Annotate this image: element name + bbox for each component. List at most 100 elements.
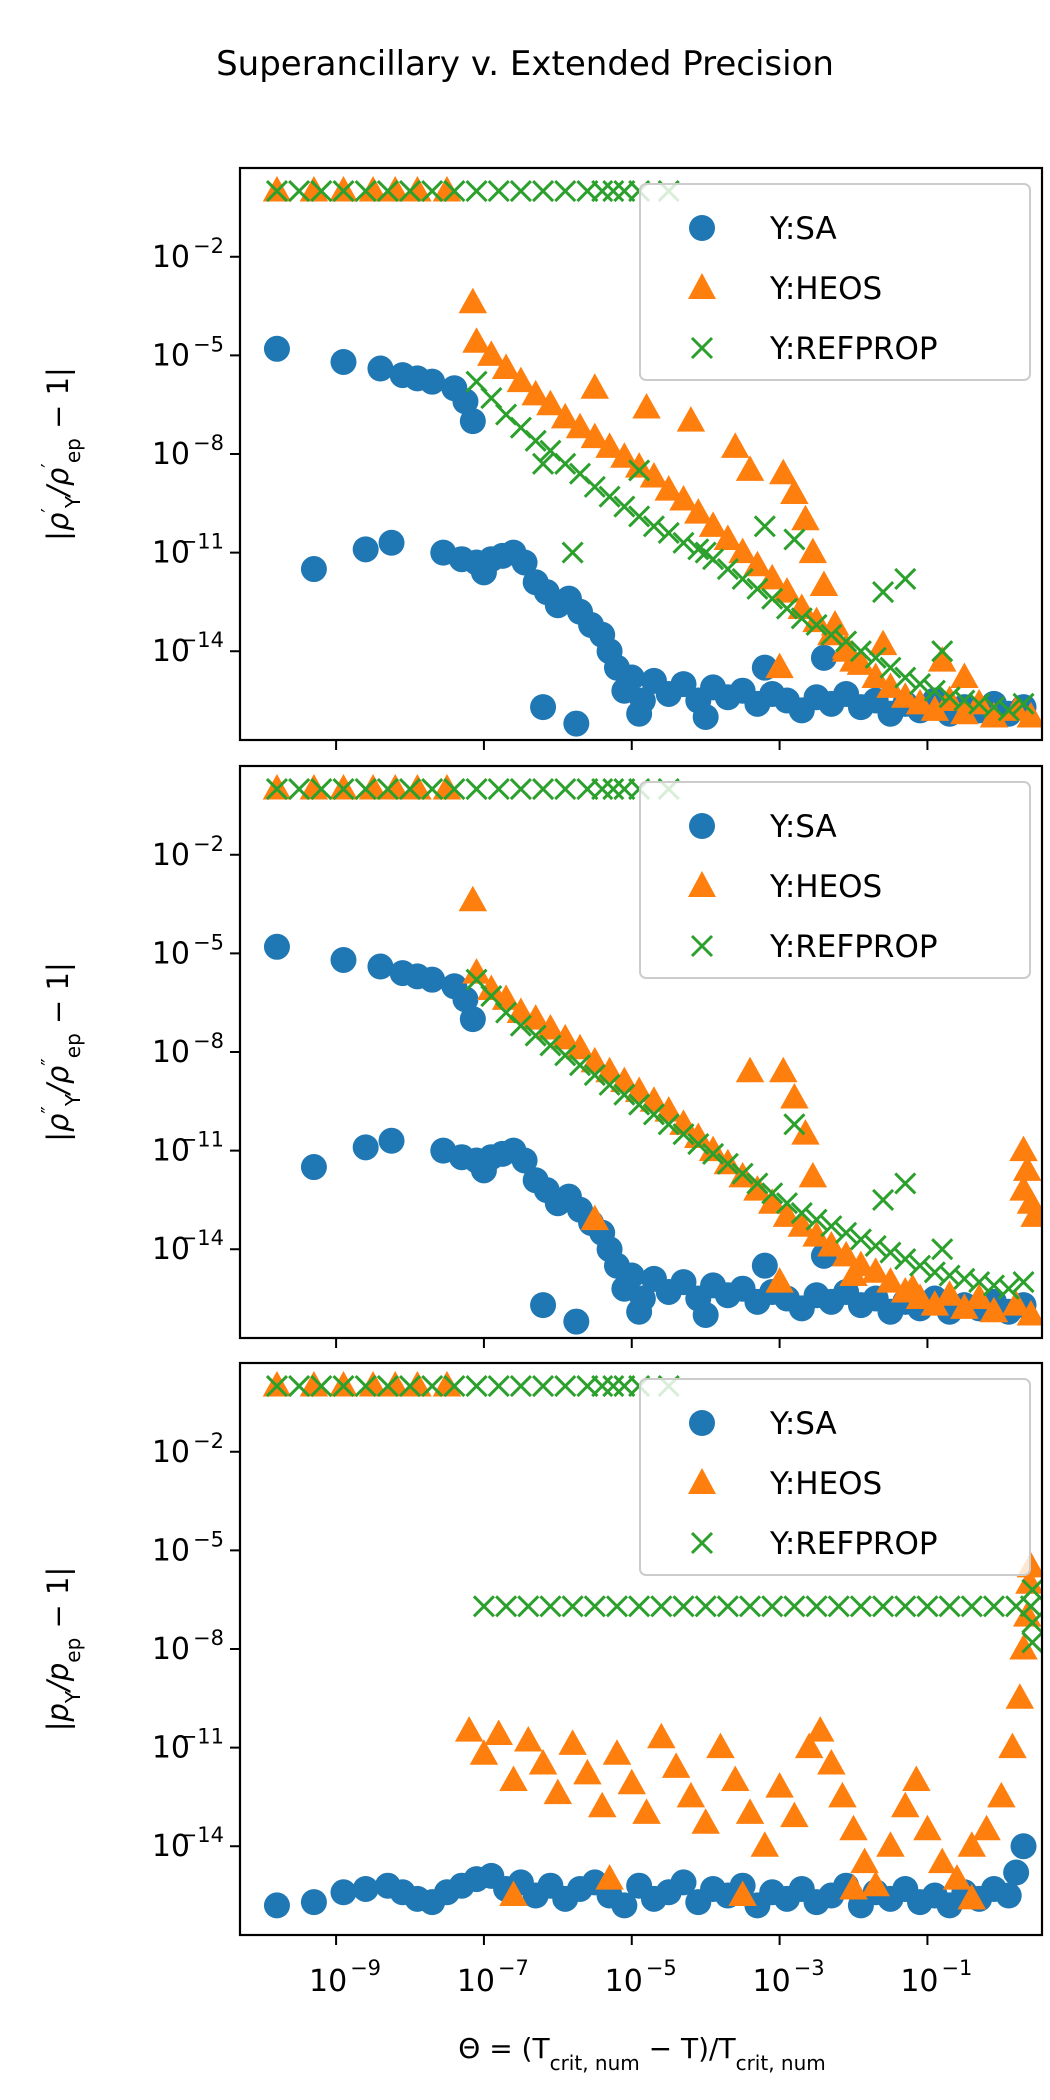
data-point-refprop xyxy=(894,567,917,590)
data-point-heos xyxy=(876,1267,905,1293)
data-point-heos xyxy=(950,662,979,689)
data-point-heos xyxy=(432,176,462,202)
y-tick-exponent: −5 xyxy=(193,332,224,356)
data-point-sa xyxy=(378,1127,405,1154)
legend-label-sa: Y:SA xyxy=(769,809,837,845)
data-point-refprop xyxy=(746,577,769,600)
data-point-heos xyxy=(957,1883,987,1910)
y-tick-label: 10 xyxy=(152,1731,190,1766)
y-tick-exponent: −8 xyxy=(193,431,224,455)
data-point-heos xyxy=(735,1798,765,1824)
data-point-heos xyxy=(617,1768,647,1795)
data-point-refprop xyxy=(539,1595,562,1618)
data-point-heos xyxy=(632,1798,661,1824)
data-point-refprop xyxy=(310,777,333,801)
y-tick-exponent: −2 xyxy=(193,832,224,856)
data-point-refprop xyxy=(421,1374,444,1398)
data-point-refprop xyxy=(465,1374,488,1398)
data-point-heos xyxy=(728,1880,757,1907)
data-point-heos xyxy=(403,176,432,202)
data-point-heos xyxy=(624,452,654,478)
data-point-heos xyxy=(684,498,713,524)
data-point-heos xyxy=(639,462,669,488)
data-point-refprop xyxy=(687,1132,710,1156)
legend-label-refprop: Y:REFPROP xyxy=(769,1526,938,1562)
data-point-heos xyxy=(550,1023,580,1050)
data-point-heos xyxy=(676,406,706,432)
data-point-sa xyxy=(300,1889,327,1916)
data-point-heos xyxy=(861,1257,890,1283)
y-tick-label: 10 xyxy=(152,1232,190,1267)
data-point-refprop xyxy=(657,521,680,544)
data-point-heos xyxy=(802,1221,831,1247)
y-tick-label: 10 xyxy=(152,1829,190,1864)
data-point-heos xyxy=(380,774,410,800)
data-point-refprop xyxy=(761,1595,784,1618)
data-point-refprop xyxy=(583,475,606,498)
data-point-refprop xyxy=(531,777,555,801)
data-point-heos xyxy=(477,974,506,1001)
data-point-heos xyxy=(706,1732,735,1759)
x-tick-label: 10 xyxy=(753,1964,791,1999)
data-point-refprop xyxy=(288,179,311,203)
data-point-heos xyxy=(528,1749,558,1775)
data-point-refprop xyxy=(820,1215,843,1238)
data-point-heos xyxy=(521,379,550,406)
y-tick-label: 10 xyxy=(152,634,190,669)
data-point-refprop xyxy=(716,557,739,581)
data-point-heos xyxy=(876,1831,905,1857)
data-point-heos xyxy=(587,1791,617,1818)
y-tick-label: 10 xyxy=(152,1035,190,1070)
legend-marker-heos xyxy=(688,273,716,299)
data-point-refprop xyxy=(605,1595,629,1618)
data-point-heos xyxy=(979,1296,1009,1323)
data-point-sa xyxy=(563,710,590,737)
data-point-heos xyxy=(809,570,839,596)
data-point-sa xyxy=(263,933,290,960)
x-tick-exponent: −7 xyxy=(498,1956,529,1980)
data-point-heos xyxy=(805,1716,835,1742)
data-point-refprop xyxy=(982,1595,1006,1618)
data-point-heos xyxy=(454,1716,484,1742)
data-point-heos xyxy=(1016,1299,1042,1326)
data-point-refprop xyxy=(354,1374,377,1398)
data-point-heos xyxy=(769,1056,798,1083)
data-point-heos xyxy=(920,695,950,721)
legend-marker-refprop xyxy=(690,1531,714,1555)
data-point-refprop xyxy=(354,179,377,203)
data-point-refprop xyxy=(672,1595,695,1618)
data-point-heos xyxy=(676,1781,706,1808)
data-point-heos xyxy=(905,688,935,715)
data-point-refprop xyxy=(783,1113,806,1136)
data-point-heos xyxy=(654,475,683,501)
data-point-heos xyxy=(543,1778,573,1805)
legend-label-heos: Y:HEOS xyxy=(769,869,882,905)
data-point-refprop xyxy=(872,1188,895,1211)
data-point-refprop xyxy=(894,1248,917,1271)
data-point-refprop xyxy=(628,459,651,482)
data-point-refprop xyxy=(465,777,488,801)
data-point-sa xyxy=(263,335,290,362)
data-point-sa xyxy=(1010,1833,1037,1860)
data-point-heos xyxy=(979,701,1009,728)
data-point-refprop xyxy=(1012,692,1035,715)
data-point-heos xyxy=(957,1831,987,1857)
data-point-heos xyxy=(728,537,757,564)
data-point-refprop xyxy=(835,1221,858,1244)
data-point-heos xyxy=(691,1808,720,1834)
data-point-refprop xyxy=(953,1267,976,1290)
data-point-sa xyxy=(511,1147,538,1174)
data-point-refprop xyxy=(827,1595,850,1618)
data-point-refprop xyxy=(650,1595,673,1618)
y-tick-exponent: −5 xyxy=(193,1527,224,1551)
data-point-refprop xyxy=(716,1595,739,1618)
data-point-refprop xyxy=(657,1113,680,1136)
y-axis-label: |pY/pep − 1| xyxy=(41,1567,85,1732)
data-point-heos xyxy=(602,1739,632,1765)
figure-title: Superancillary v. Extended Precision xyxy=(216,44,834,84)
data-point-refprop xyxy=(805,613,828,637)
data-point-heos xyxy=(469,1739,499,1765)
data-point-refprop xyxy=(997,699,1020,722)
